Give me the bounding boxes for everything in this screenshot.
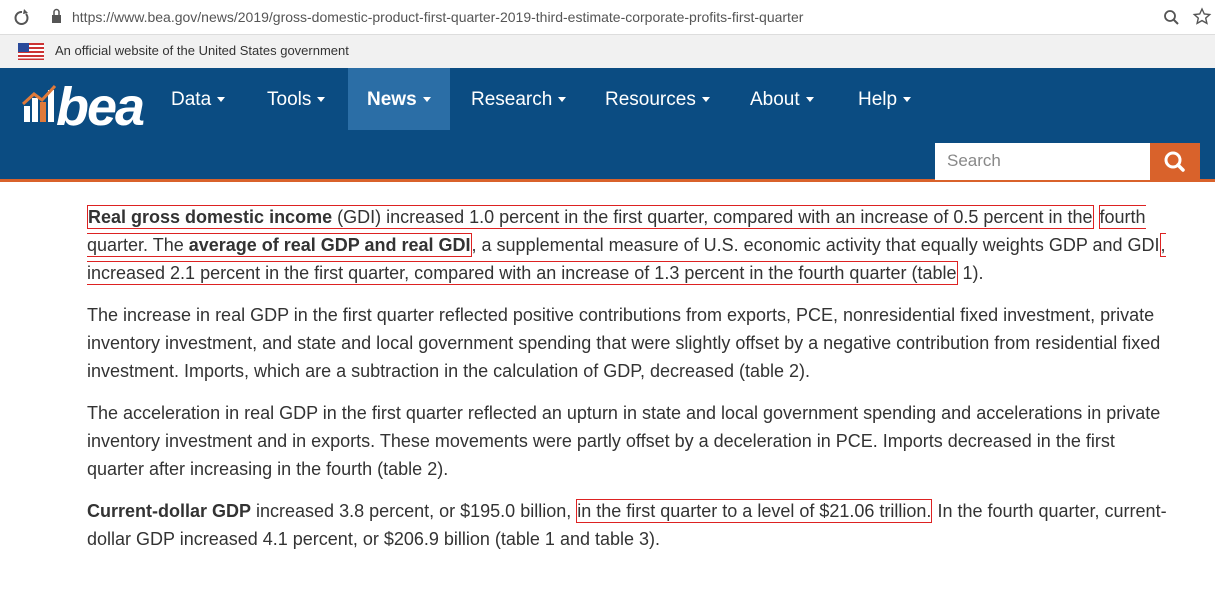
article-content: Real gross domestic income (GDI) increas… [87,203,1175,567]
paragraph: Current-dollar GDP increased 3.8 percent… [87,497,1175,553]
dropdown-caret [701,97,710,103]
text: In the fourth quarter, current-dollar GD… [87,501,1167,549]
address-bar: https://www.bea.gov/news/2019/gross-dome… [0,0,1215,35]
site-header: bea Data Tools News Research Resources About H… [0,68,1215,182]
text: in the first quarter to a level of $21.0… [577,501,932,521]
paragraph: The increase in real GDP in the first qu… [87,301,1175,385]
text: increased 3.8 percent, or $195.0 billion… [251,501,577,521]
nav-label: Resources [605,89,696,110]
dropdown-caret [422,97,431,103]
paragraph: Real gross domestic income (GDI) increas… [87,203,1175,287]
dropdown-caret [805,97,814,103]
browser-icons [1164,7,1212,25]
search-icon [1164,151,1185,172]
nav-label: News [367,89,417,110]
dropdown-caret [217,97,226,103]
nav-item[interactable]: About [731,68,833,130]
nav-item[interactable]: Research [452,68,585,130]
logo[interactable]: bea [56,77,145,137]
nav-label: Data [171,89,212,110]
dropdown-caret [903,97,912,103]
text: The acceleration in real GDP in the firs… [87,403,1161,479]
highlight-box: , increased 2.1 percent in the first qua… [87,233,1166,285]
nav-item[interactable]: Tools [248,68,344,130]
url[interactable]: https://www.bea.gov/news/2019/gross-dome… [72,9,804,25]
text: , a supplemental measure of U.S. economi… [471,235,1160,255]
nav-item[interactable]: Help [839,68,930,130]
us-flag [18,43,44,60]
nav-item[interactable]: Resources [586,68,729,130]
bold-text: Current-dollar GDP [87,501,252,521]
browser-controls [14,8,61,25]
text: The increase in real GDP in the first qu… [87,305,1161,381]
highlight-box: fourth quarter. The average of real GDP … [87,205,1146,257]
gov-banner: An official website of the United States… [0,35,1215,68]
nav-item[interactable]: News [348,68,450,130]
highlight-box: in the first quarter to a level of $21.0… [576,499,933,523]
nav-item[interactable]: Data [152,68,244,130]
logo-icon [22,84,56,122]
banner-text: An official website of the United States… [55,43,349,58]
nav-label: Research [471,89,553,110]
bold-text: Real gross domestic income [88,207,333,227]
text: fourth quarter. The [87,207,1146,255]
nav-label: Help [858,89,898,110]
nav-label: About [750,89,800,110]
bold-text: average of real GDP and real GDI [188,235,471,255]
dropdown-caret [317,97,326,103]
highlight-box: Real gross domestic income (GDI) increas… [87,205,1094,229]
search-input[interactable]: Search [935,143,1150,180]
text: (GDI) increased 1.0 percent in the first… [332,207,1093,227]
text: , increased 2.1 percent in the first qua… [87,235,1166,283]
search-button[interactable] [1150,143,1200,180]
text [1094,207,1099,227]
dropdown-caret [558,97,567,103]
paragraph: The acceleration in real GDP in the firs… [87,399,1175,483]
nav-label: Tools [267,89,312,110]
text: 1). [957,263,984,283]
